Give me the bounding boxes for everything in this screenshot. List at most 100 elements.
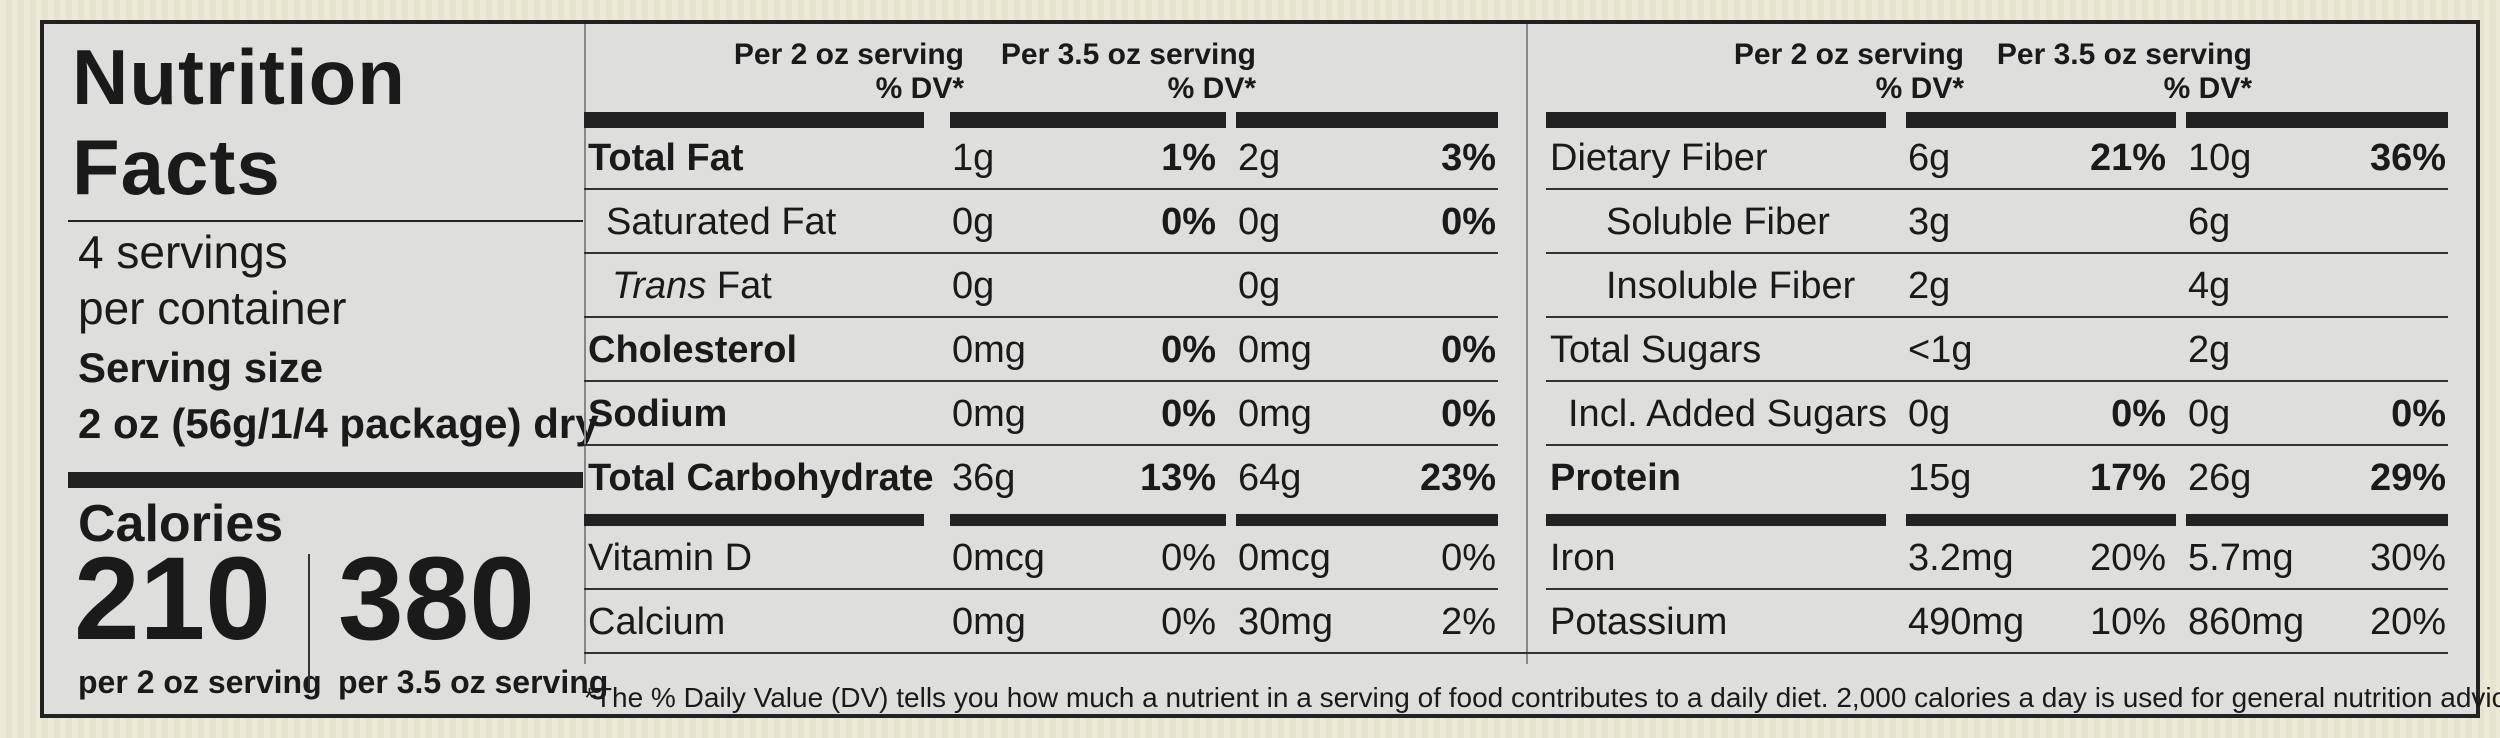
- nutrient-name: Total Carbohydrate: [588, 457, 934, 499]
- row-divider: [584, 588, 1498, 590]
- panel-separator-mid: [1526, 24, 1528, 664]
- right-mineral-bar: [1546, 514, 1886, 526]
- calories-value-3-5oz: 380: [338, 533, 535, 665]
- nutrient-name: Sodium: [588, 393, 728, 435]
- left-vitamin-bar3: [1236, 514, 1498, 526]
- nutrient-name: Trans Fat: [612, 265, 772, 307]
- daily-value-percent: 20%: [2089, 537, 2166, 579]
- nutrient-amount: 0mg: [952, 329, 1026, 371]
- daily-value-percent: 23%: [1419, 457, 1496, 499]
- row-divider: [1546, 316, 2448, 318]
- daily-value-percent: 0%: [1161, 393, 1216, 435]
- daily-value-percent: 17%: [2089, 457, 2166, 499]
- nutrient-amount: 1g: [952, 137, 995, 179]
- daily-value-percent: 0%: [1161, 201, 1216, 243]
- nutrient-amount: 4g: [2188, 265, 2231, 307]
- nutrient-amount: 0g: [1238, 265, 1281, 307]
- nutrient-name: Potassium: [1550, 601, 1728, 643]
- nutrient-name: Saturated Fat: [606, 201, 837, 243]
- row-divider: [1546, 188, 2448, 190]
- panel-separator-left: [584, 24, 586, 664]
- calories-basis-3-5oz: per 3.5 oz serving: [338, 664, 609, 700]
- daily-value-percent: 20%: [2369, 601, 2446, 643]
- daily-value-percent: 0%: [1161, 601, 1216, 643]
- calories-label: Calories: [78, 495, 284, 553]
- nutrient-name: Insoluble Fiber: [1606, 265, 1856, 307]
- nutrient-name: Cholesterol: [588, 329, 798, 371]
- row-divider: [584, 188, 1498, 190]
- nutrient-name: Protein: [1550, 457, 1681, 499]
- nutrient-name: Total Sugars: [1550, 329, 1762, 371]
- nutrient-amount: 5.7mg: [2188, 537, 2294, 579]
- nutrient-amount: 10g: [2188, 137, 2252, 179]
- calories-basis-2oz: per 2 oz serving: [78, 664, 322, 700]
- nutrient-name: Dietary Fiber: [1550, 137, 1768, 179]
- title-line2: Facts: [72, 123, 281, 211]
- nutrient-amount: 30mg: [1238, 601, 1334, 643]
- nutrient-amount: 36g: [952, 457, 1016, 499]
- daily-value-percent: 13%: [1139, 457, 1216, 499]
- serving-size-label: Serving size: [78, 344, 324, 391]
- left-vitamin-bar: [584, 514, 924, 526]
- nutrient-amount: 0mcg: [952, 537, 1045, 579]
- title-divider: [68, 220, 583, 222]
- daily-value-percent: 0%: [2111, 393, 2166, 435]
- nutrient-amount: 860mg: [2188, 601, 2305, 643]
- nutrient-amount: 15g: [1908, 457, 1972, 499]
- nutrient-amount: 26g: [2188, 457, 2252, 499]
- daily-value-percent: 0%: [1441, 329, 1496, 371]
- daily-value-percent: 1%: [1161, 137, 1216, 179]
- nutrient-amount: 0g: [2188, 393, 2231, 435]
- row-divider: [1546, 444, 2448, 446]
- nutrient-name: Vitamin D: [588, 537, 753, 579]
- right-mineral-bar3: [2186, 514, 2448, 526]
- header-serving2-right: Per 3.5 oz serving % DV*: [1996, 38, 2252, 105]
- row-divider: [584, 316, 1498, 318]
- serving-size-value: 2 oz (56g/1/4 package) dry: [78, 400, 599, 447]
- footnote: *The % Daily Value (DV) tells you how mu…: [584, 682, 2500, 713]
- daily-value-percent: 0%: [1441, 201, 1496, 243]
- nutrient-name: Soluble Fiber: [1606, 201, 1830, 243]
- nutrient-amount: 0mg: [1238, 393, 1312, 435]
- nutrient-amount: 0g: [1908, 393, 1951, 435]
- nutrient-amount: 64g: [1238, 457, 1302, 499]
- daily-value-percent: 0%: [2391, 393, 2446, 435]
- nutrient-amount: 0g: [952, 201, 995, 243]
- title-line1: Nutrition: [72, 33, 406, 121]
- right-col2-bar: [2186, 112, 2448, 128]
- header-serving2-left: Per 3.5 oz serving % DV*: [1000, 38, 1256, 105]
- nutrient-amount: 6g: [2188, 201, 2231, 243]
- left-vitamin-bar2: [950, 514, 1226, 526]
- daily-value-percent: 3%: [1441, 137, 1496, 179]
- nutrient-amount: 0g: [1238, 201, 1281, 243]
- nutrient-amount: 3g: [1908, 201, 1951, 243]
- nutrient-amount: 6g: [1908, 137, 1951, 179]
- left-col2-bar: [1236, 112, 1498, 128]
- nutrient-name: Calcium: [588, 601, 726, 643]
- nutrient-amount: 490mg: [1908, 601, 2025, 643]
- left-name-bar: [584, 112, 924, 128]
- daily-value-percent: 30%: [2369, 537, 2446, 579]
- daily-value-percent: 0%: [1161, 329, 1216, 371]
- row-divider: [1546, 380, 2448, 382]
- nutrient-amount: 2g: [2188, 329, 2231, 371]
- serving-divider-thick: [68, 472, 583, 488]
- daily-value-percent: 10%: [2089, 601, 2166, 643]
- row-divider: [584, 444, 1498, 446]
- nutrient-amount: <1g: [1908, 329, 1973, 371]
- row-divider: [1546, 588, 2448, 590]
- nutrient-amount: 0mg: [952, 393, 1026, 435]
- header-serving1-left: Per 2 oz serving % DV*: [733, 38, 964, 105]
- nutrient-amount: 3.2mg: [1908, 537, 2014, 579]
- daily-value-percent: 2%: [1441, 601, 1496, 643]
- right-col1-bar: [1906, 112, 2176, 128]
- row-divider: [584, 380, 1498, 382]
- nutrient-name: Total Fat: [588, 137, 744, 179]
- calories-separator: [308, 554, 310, 689]
- nutrient-amount: 2g: [1238, 137, 1281, 179]
- daily-value-percent: 29%: [2369, 457, 2446, 499]
- nutrient-amount: 0mg: [1238, 329, 1312, 371]
- calories-value-2oz: 210: [74, 533, 271, 665]
- daily-value-percent: 21%: [2089, 137, 2166, 179]
- nutrient-amount: 2g: [1908, 265, 1951, 307]
